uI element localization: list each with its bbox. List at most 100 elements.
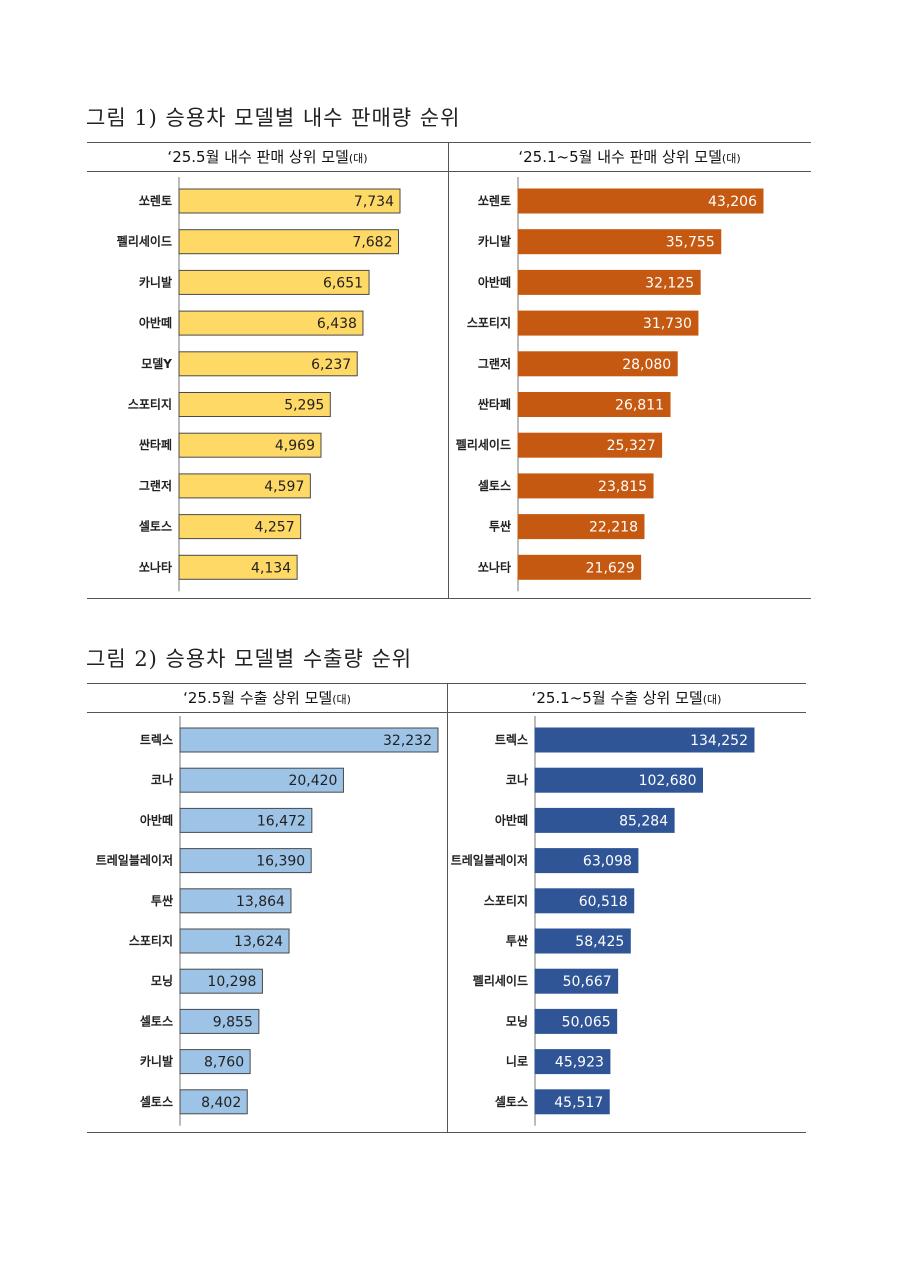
data-label: 45,517 xyxy=(554,1095,603,1111)
bar xyxy=(517,514,645,540)
category-label: 아반떼 xyxy=(140,812,173,827)
bar xyxy=(178,514,302,540)
category-label: 펠리세이드 xyxy=(456,437,511,452)
bar-chart-ytd-export: 트렉스 134,252 코나 102,680 아반떼 85,284 트레일블레이저 63,09… xyxy=(451,716,755,1126)
data-label: 22,218 xyxy=(589,520,638,536)
figure1-title: 그림 1) 승용차 모델별 내수 판매량 순위 xyxy=(86,106,461,130)
category-label: 트렉스 xyxy=(495,733,528,747)
bar xyxy=(179,807,313,833)
data-label: 7,682 xyxy=(352,235,392,251)
figure2-title: 그림 2) 승용차 모델별 수출량 순위 xyxy=(86,647,413,671)
data-label: 16,390 xyxy=(256,854,305,870)
chart-panel-may-export: ‘25.5월 수출 상위 모델(대) 트렉스 32,232 코나 20,420 아반떼 1… xyxy=(87,683,448,1133)
bar xyxy=(178,269,370,295)
data-label: 13,624 xyxy=(234,934,283,950)
data-label: 85,284 xyxy=(619,813,668,829)
category-label: 카니발 xyxy=(140,1054,173,1069)
category-label: 싼타페 xyxy=(478,397,511,412)
category-label: 카니발 xyxy=(139,274,172,289)
bar xyxy=(517,432,663,458)
data-label: 9,855 xyxy=(213,1014,253,1030)
bar xyxy=(179,928,290,954)
data-label: 28,080 xyxy=(622,357,671,373)
bar xyxy=(534,1049,611,1075)
bar xyxy=(178,229,400,255)
data-label: 63,098 xyxy=(583,854,632,870)
category-label: 투싼 xyxy=(151,893,173,908)
bar xyxy=(517,229,722,255)
chart-title: ‘25.5월 수출 상위 모델(대) xyxy=(87,683,447,713)
category-label: 모닝 xyxy=(151,973,173,988)
data-label: 32,232 xyxy=(383,733,432,749)
category-label: 니로 xyxy=(506,1054,528,1069)
category-label: 그랜저 xyxy=(139,478,172,493)
category-label: 쏘렌토 xyxy=(139,193,172,208)
bar xyxy=(517,269,701,295)
category-label: 셀토스 xyxy=(478,478,511,493)
data-label: 23,815 xyxy=(598,479,647,495)
bar xyxy=(534,848,639,874)
category-label: 트레일블레이저 xyxy=(451,853,528,868)
category-label: 코나 xyxy=(506,772,528,787)
chart-title: ‘25.1~5월 내수 판매 상위 모델(대) xyxy=(448,142,811,172)
category-label: 스포티지 xyxy=(129,933,173,948)
bar xyxy=(179,767,344,793)
category-label: 모닝 xyxy=(506,1013,528,1028)
data-label: 20,420 xyxy=(288,773,337,789)
bar xyxy=(179,1089,248,1115)
data-label: 6,651 xyxy=(323,275,363,291)
bar xyxy=(178,473,311,499)
data-label: 25,327 xyxy=(607,438,656,454)
bar xyxy=(517,188,764,214)
bar xyxy=(534,767,703,793)
bar xyxy=(534,1089,610,1115)
category-label: 트레일블레이저 xyxy=(96,853,173,868)
bar xyxy=(534,888,635,914)
category-label: 쏘나타 xyxy=(139,559,172,574)
data-label: 4,257 xyxy=(255,520,295,536)
data-label: 21,629 xyxy=(586,560,635,576)
category-label: 코나 xyxy=(151,772,173,787)
bar xyxy=(534,807,675,833)
category-label: 쏘나타 xyxy=(478,559,511,574)
category-label: 스포티지 xyxy=(467,315,511,330)
bar xyxy=(178,392,331,417)
category-label: 셀토스 xyxy=(139,519,172,534)
bar xyxy=(534,928,631,954)
data-label: 6,438 xyxy=(317,316,357,332)
bar xyxy=(179,727,439,753)
category-label: 모델Y xyxy=(141,357,172,371)
data-label: 50,065 xyxy=(562,1014,611,1030)
bar xyxy=(517,351,678,377)
bar xyxy=(179,1049,251,1075)
chart-title: ‘25.1~5월 수출 상위 모델(대) xyxy=(447,683,806,713)
bar xyxy=(179,888,292,914)
chart-title: ‘25.5월 내수 판매 상위 모델(대) xyxy=(87,142,448,172)
bar xyxy=(534,727,755,753)
category-label: 투싼 xyxy=(506,933,528,948)
data-label: 60,518 xyxy=(579,894,628,910)
data-label: 6,237 xyxy=(311,357,351,373)
category-label: 스포티지 xyxy=(484,893,528,908)
data-label: 4,134 xyxy=(251,560,291,576)
category-label: 아반떼 xyxy=(139,315,172,330)
data-label: 58,425 xyxy=(575,934,624,950)
bar-chart-may-export: 트렉스 32,232 코나 20,420 아반떼 16,472 트레일블레이저 16,390 투… xyxy=(96,716,439,1126)
category-label: 트렉스 xyxy=(140,733,173,747)
data-label: 16,472 xyxy=(257,813,306,829)
data-label: 10,298 xyxy=(207,974,256,990)
data-label: 50,667 xyxy=(563,974,612,990)
data-label: 4,969 xyxy=(275,438,315,454)
data-label: 31,730 xyxy=(643,316,692,332)
category-label: 펠리세이드 xyxy=(473,973,528,988)
data-label: 32,125 xyxy=(645,275,694,291)
category-label: 셀토스 xyxy=(495,1094,528,1109)
chart-panel-may-domestic: ‘25.5월 내수 판매 상위 모델(대) 쏘렌토 7,734 펠리세이드 7,682… xyxy=(87,142,449,599)
bar xyxy=(534,1008,618,1034)
category-label: 그랜저 xyxy=(478,356,511,371)
bar xyxy=(179,1008,260,1034)
bar xyxy=(534,968,619,994)
category-label: 셀토스 xyxy=(140,1094,173,1109)
data-label: 45,923 xyxy=(555,1055,604,1071)
category-label: 셀토스 xyxy=(140,1013,173,1028)
